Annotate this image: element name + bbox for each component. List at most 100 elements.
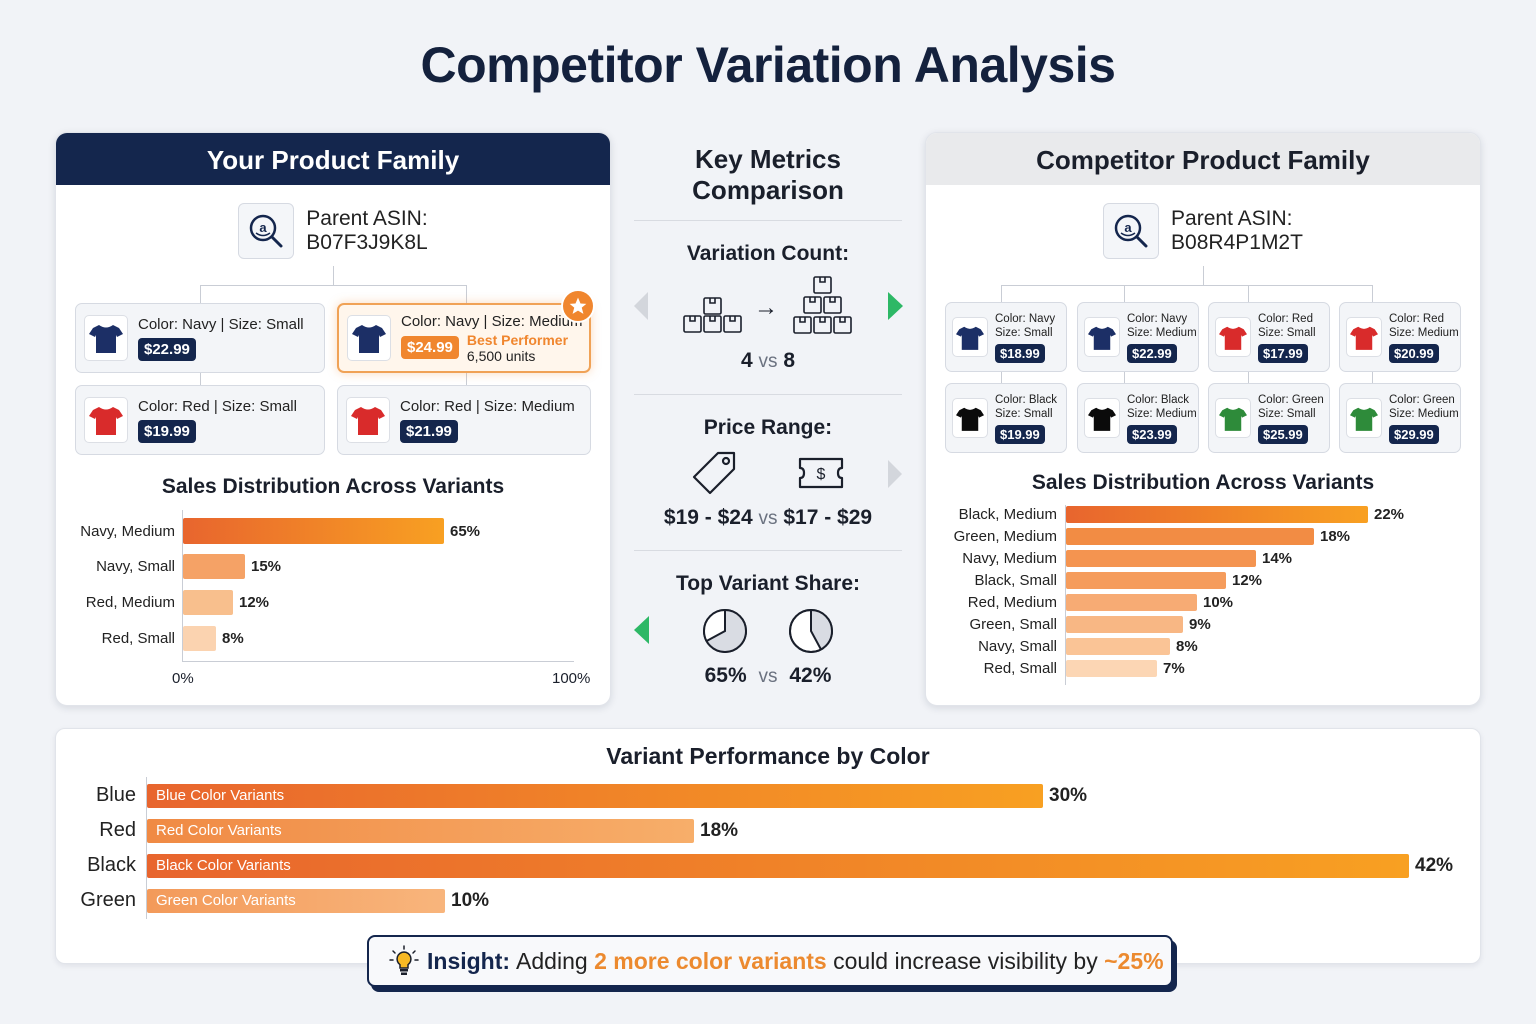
price-range-value: $19 - $24 vs $17 - $29 bbox=[663, 506, 873, 529]
svg-text:a: a bbox=[260, 220, 268, 235]
price-badge: $21.99 bbox=[400, 419, 458, 443]
variant-label: Color: Navy | Size: Small bbox=[138, 315, 304, 333]
variation-count-value: 4 vs 8 bbox=[740, 349, 796, 372]
panel-header: Competitor Product Family bbox=[926, 133, 1480, 185]
bar bbox=[183, 554, 245, 579]
variant-card-best-performer[interactable]: Color: Navy | Size: Medium $24.99 Best P… bbox=[337, 289, 595, 373]
svg-text:a: a bbox=[1124, 220, 1132, 235]
price-badge: $18.99 bbox=[995, 343, 1045, 363]
tshirt-navy-icon bbox=[952, 317, 988, 357]
pie-42-icon bbox=[788, 608, 834, 659]
tshirt-navy-icon bbox=[84, 315, 128, 361]
page-title: Competitor Variation Analysis bbox=[420, 37, 1116, 93]
variant-label: Color: Navy | Size: Medium bbox=[401, 312, 583, 330]
price-badge: $19.99 bbox=[995, 424, 1045, 444]
key-metrics-comparison: Key Metrics Comparison Variation Count: … bbox=[632, 132, 904, 706]
bar-row: Navy, Small 8% bbox=[978, 638, 1198, 655]
price-tag-icon bbox=[690, 450, 740, 501]
triangle-right-green-icon bbox=[888, 292, 903, 320]
variant-card[interactable]: Color: Navy Size: Medium $22.99 bbox=[1077, 302, 1199, 372]
tshirt-red-icon bbox=[346, 397, 390, 443]
bar-row: Black, Small 12% bbox=[974, 572, 1263, 589]
parent-asin: a Parent ASIN: B07F3J9K8L bbox=[56, 203, 610, 259]
variant-card[interactable]: Color: Black Size: Small $19.99 bbox=[945, 383, 1067, 453]
bar-blue: Blue Color Variants bbox=[147, 784, 1043, 808]
units-sold: 6,500 units bbox=[466, 347, 536, 364]
boxes-4-icon bbox=[680, 276, 746, 347]
bar-row: Navy, Medium 65% bbox=[56, 518, 480, 544]
asin-value: B07F3J9K8L bbox=[306, 231, 428, 254]
top-variant-share-title: Top Variant Share: bbox=[676, 572, 860, 595]
bar-green: Green Color Variants bbox=[147, 889, 445, 913]
dollar-ticket-icon: $ bbox=[798, 456, 844, 495]
chart-title: Sales Distribution Across Variants bbox=[161, 475, 505, 498]
asin-label: Parent ASIN: bbox=[306, 207, 428, 230]
price-badge: $25.99 bbox=[1258, 424, 1308, 444]
variant-card[interactable]: Color: Red Size: Small $17.99 bbox=[1208, 302, 1330, 372]
variant-card[interactable]: Color: Black Size: Medium $23.99 bbox=[1077, 383, 1199, 453]
tshirt-navy-icon bbox=[347, 315, 391, 361]
panel-header: Your Product Family bbox=[56, 133, 610, 185]
triangle-left-icon bbox=[634, 292, 648, 320]
boxes-8-icon bbox=[790, 274, 856, 345]
tshirt-red-icon bbox=[1346, 317, 1382, 357]
chart-title: Sales Distribution Across Variants bbox=[1031, 471, 1375, 494]
bar-row: Navy, Medium 14% bbox=[962, 550, 1293, 567]
lightbulb-icon bbox=[389, 945, 419, 977]
variant-card[interactable]: Color: Navy Size: Small $18.99 bbox=[945, 302, 1067, 372]
insight-banner: Insight: Adding 2 more color variants co… bbox=[367, 935, 1173, 987]
bar bbox=[183, 626, 216, 651]
top-variant-share-value: 65% vs 42% bbox=[704, 664, 832, 687]
insight-label: Insight: bbox=[427, 947, 511, 974]
axis-tick-max: 100% bbox=[552, 670, 591, 687]
bar-row: Navy, Small 15% bbox=[56, 554, 281, 579]
variant-card[interactable]: Color: Red | Size: Small $19.99 bbox=[75, 385, 325, 455]
price-badge: $17.99 bbox=[1258, 343, 1308, 363]
variant-label: Color: Red | Size: Medium bbox=[400, 397, 575, 415]
variant-card[interactable]: Color: Red | Size: Medium $21.99 bbox=[337, 385, 591, 455]
triangle-left-green-icon bbox=[634, 616, 649, 644]
best-performer-label: Best Performer bbox=[466, 331, 569, 348]
variant-label: Color: Red | Size: Small bbox=[138, 397, 297, 415]
bar-row: Green, Medium 18% bbox=[953, 528, 1351, 545]
price-badge: $20.99 bbox=[1389, 343, 1439, 363]
tshirt-navy-icon bbox=[1084, 317, 1120, 357]
bar-black: Black Color Variants bbox=[147, 854, 1409, 878]
your-product-family-panel: Your Product Family a Parent ASIN: B07F3… bbox=[55, 132, 611, 706]
tshirt-red-icon bbox=[1215, 317, 1251, 357]
bar-row: Red, Medium 12% bbox=[56, 590, 269, 615]
variant-card[interactable]: Color: Red Size: Medium $20.99 bbox=[1339, 302, 1461, 372]
tshirt-red-icon bbox=[84, 397, 128, 443]
bar-row: Green, Small 9% bbox=[969, 616, 1211, 633]
price-range-title: Price Range: bbox=[703, 416, 833, 439]
bar-row: Red, Small 8% bbox=[56, 626, 244, 651]
variant-performance-by-color-panel: Variant Performance by Color Blue Blue C… bbox=[55, 728, 1481, 964]
variation-count-title: Variation Count: bbox=[686, 242, 850, 265]
amazon-search-icon: a bbox=[1103, 203, 1160, 259]
tshirt-black-icon bbox=[1084, 398, 1120, 438]
price-badge: $22.99 bbox=[138, 337, 196, 361]
parent-asin: a Parent ASIN: B08R4P1M2T bbox=[926, 203, 1480, 259]
tshirt-black-icon bbox=[952, 398, 988, 438]
price-badge: $23.99 bbox=[1127, 424, 1177, 444]
variant-card[interactable]: Color: Navy | Size: Small $22.99 bbox=[75, 303, 325, 373]
arrow-right-icon: → bbox=[754, 294, 778, 321]
asin-value: B08R4P1M2T bbox=[1171, 231, 1303, 254]
star-icon bbox=[561, 289, 595, 323]
bar-red: Red Color Variants bbox=[147, 819, 694, 843]
competitor-product-family-panel: Competitor Product Family a Parent ASIN:… bbox=[925, 132, 1481, 706]
tshirt-green-icon bbox=[1215, 398, 1251, 438]
svg-text:$: $ bbox=[817, 466, 826, 483]
variant-card[interactable]: Color: Green Size: Small $25.99 bbox=[1208, 383, 1330, 453]
pie-65-icon bbox=[702, 608, 748, 659]
price-badge: $22.99 bbox=[1127, 343, 1177, 363]
asin-label: Parent ASIN: bbox=[1171, 207, 1293, 230]
price-badge: $24.99 bbox=[401, 336, 459, 359]
triangle-right-gray-icon bbox=[888, 460, 902, 488]
chart-title: Variant Performance by Color bbox=[606, 743, 930, 769]
price-badge: $29.99 bbox=[1389, 424, 1439, 444]
bar-row: Red, Medium 10% bbox=[967, 594, 1234, 611]
amazon-search-icon: a bbox=[238, 203, 295, 259]
axis-tick-min: 0% bbox=[172, 670, 194, 687]
variant-card[interactable]: Color: Green Size: Medium $29.99 bbox=[1339, 383, 1461, 453]
